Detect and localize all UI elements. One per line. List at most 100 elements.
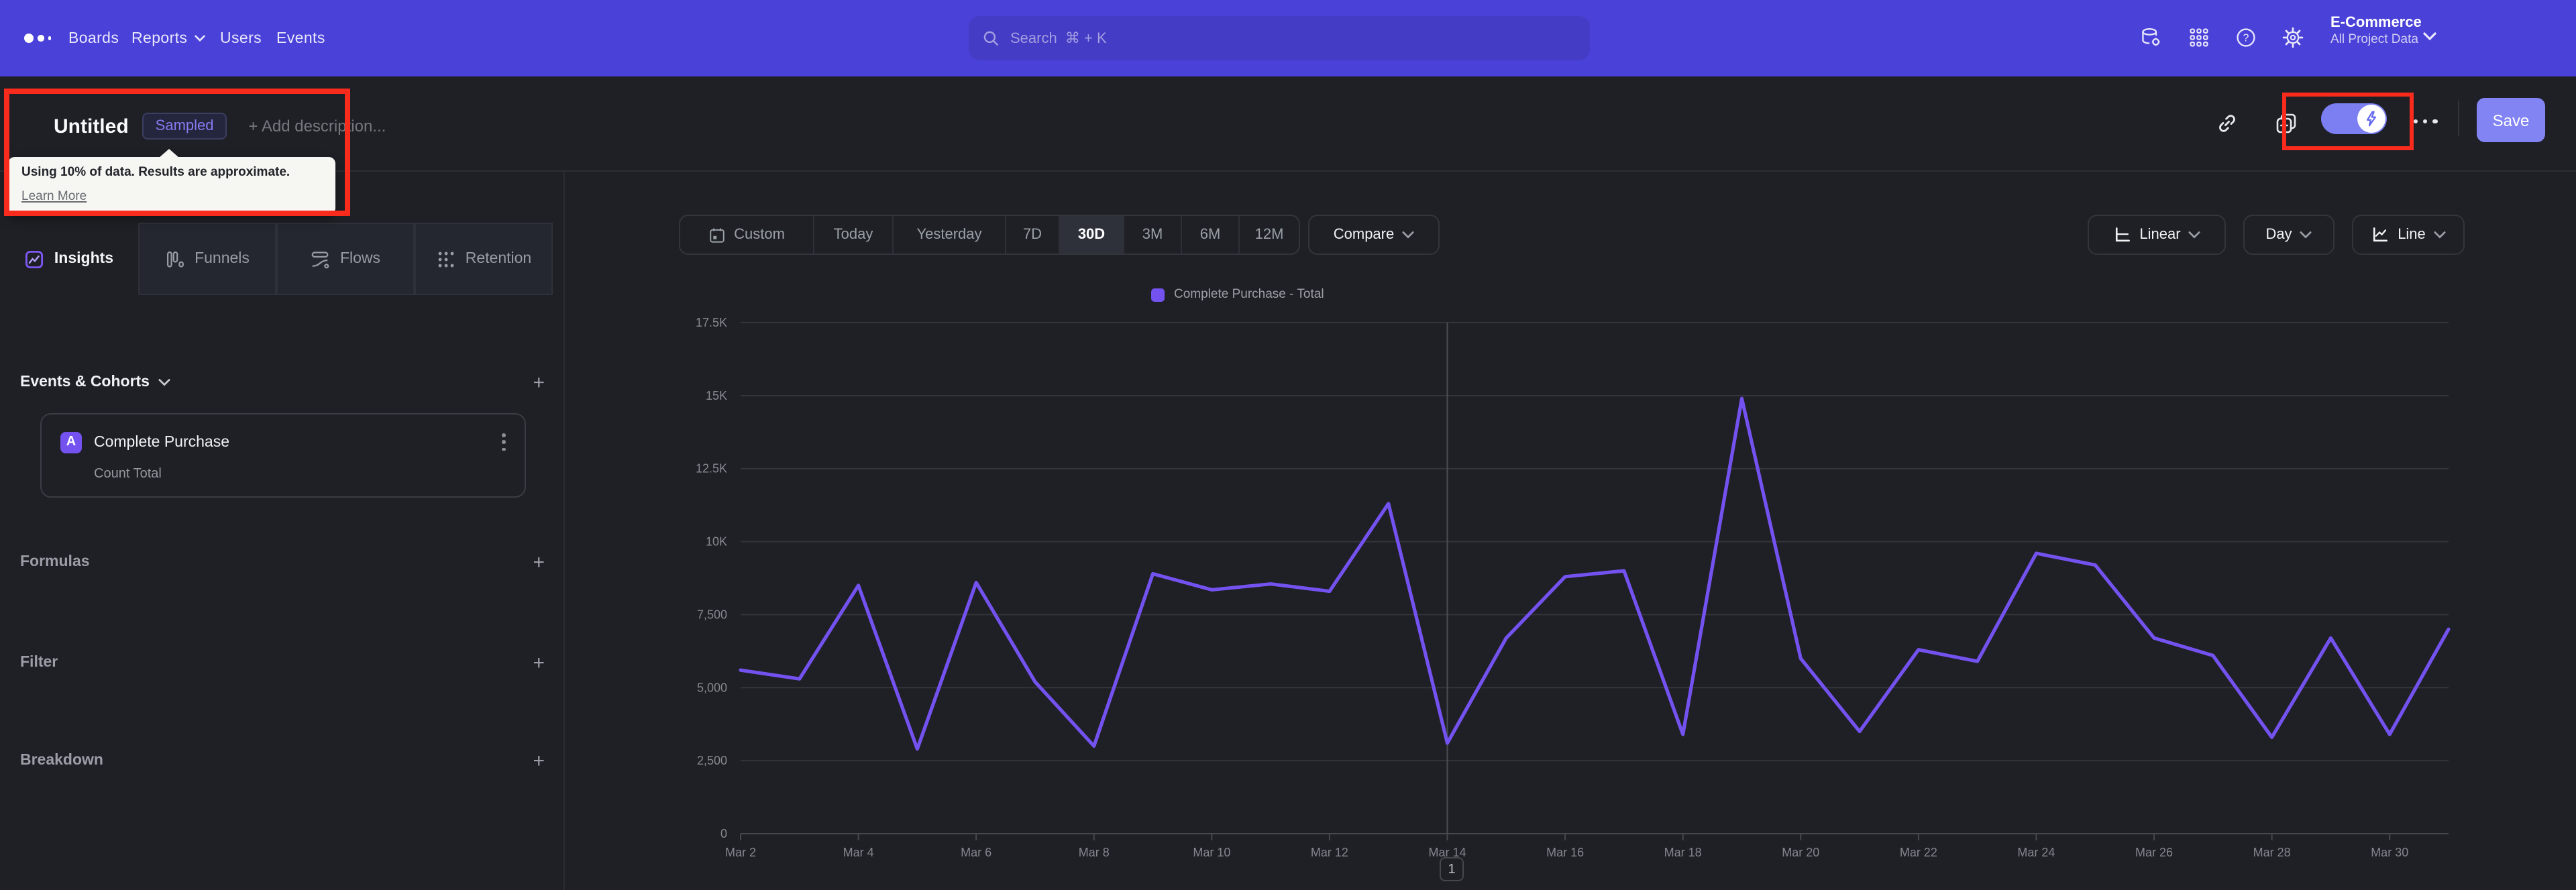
chart-panel: Custom Today Yesterday 7D 30D 3M 6M 12M … bbox=[565, 172, 2576, 890]
apps-grid-icon[interactable] bbox=[2188, 27, 2210, 48]
sampling-tooltip: Using 10% of data. Results are approxima… bbox=[8, 149, 335, 215]
chevron-down-icon bbox=[1402, 231, 1414, 239]
legend-label: Complete Purchase - Total bbox=[1174, 287, 1324, 302]
pagination-page[interactable]: 1 bbox=[1440, 857, 1464, 881]
nav-item-boards[interactable]: Boards bbox=[68, 30, 119, 46]
add-to-board-icon[interactable] bbox=[2275, 113, 2297, 134]
svg-text:10K: 10K bbox=[706, 535, 727, 549]
chevron-down-icon bbox=[2434, 231, 2446, 239]
add-breakdown-button[interactable]: + bbox=[533, 749, 545, 772]
svg-text:Mar 20: Mar 20 bbox=[1782, 846, 1819, 859]
top-nav: Boards Reports Users Events bbox=[0, 0, 2576, 76]
chevron-down-icon bbox=[2189, 231, 2201, 239]
breakdown-section: Breakdown + bbox=[20, 743, 545, 778]
calendar-icon bbox=[710, 227, 724, 242]
event-options-icon[interactable] bbox=[499, 431, 508, 454]
retention-icon bbox=[438, 251, 454, 267]
svg-text:Mar 10: Mar 10 bbox=[1193, 846, 1230, 859]
sampling-toggle[interactable] bbox=[2321, 103, 2387, 134]
date-range-control: Custom Today Yesterday 7D 30D 3M 6M 12M bbox=[679, 215, 1300, 255]
tab-insights[interactable]: Insights bbox=[0, 223, 138, 295]
project-selector[interactable]: E-Commerce All Project Data bbox=[2330, 13, 2422, 48]
svg-text:Mar 18: Mar 18 bbox=[1664, 846, 1702, 859]
event-metric[interactable]: Count Total bbox=[94, 467, 162, 482]
mixpanel-logo[interactable] bbox=[24, 0, 51, 76]
legend-item[interactable]: Complete Purchase - Total bbox=[1151, 287, 1324, 302]
add-filter-button[interactable]: + bbox=[533, 651, 545, 674]
tab-retention[interactable]: Retention bbox=[415, 223, 553, 295]
content-area: Insights Funnels bbox=[0, 172, 2576, 890]
more-options-icon[interactable] bbox=[2414, 119, 2438, 124]
svg-text:Mar 8: Mar 8 bbox=[1079, 846, 1110, 859]
chevron-down-icon bbox=[158, 379, 170, 386]
add-description-field[interactable]: + Add description... bbox=[248, 117, 386, 135]
line-chart-icon bbox=[2373, 227, 2388, 242]
help-icon[interactable]: ? bbox=[2235, 27, 2257, 48]
svg-text:Mar 26: Mar 26 bbox=[2135, 846, 2173, 859]
svg-text:7,500: 7,500 bbox=[697, 608, 727, 621]
range-12m[interactable]: 12M bbox=[1254, 227, 1284, 243]
linear-axis-icon bbox=[2115, 227, 2130, 242]
interval-dropdown[interactable]: Day bbox=[2243, 215, 2334, 255]
events-cohorts-header: Events & Cohorts + bbox=[20, 365, 545, 400]
events-cohorts-label[interactable]: Events & Cohorts bbox=[20, 374, 170, 390]
chart-type-dropdown[interactable]: Line bbox=[2352, 215, 2465, 255]
svg-text:Mar 12: Mar 12 bbox=[1311, 846, 1348, 859]
add-event-button[interactable]: + bbox=[533, 371, 545, 394]
formulas-section: Formulas + bbox=[20, 545, 545, 579]
tooltip-learn-more-link[interactable]: Learn More bbox=[21, 189, 87, 205]
project-name: E-Commerce bbox=[2330, 15, 2422, 31]
filter-section: Filter + bbox=[20, 645, 545, 680]
svg-text:15K: 15K bbox=[706, 389, 727, 402]
chevron-down-icon bbox=[2300, 231, 2312, 239]
formulas-label: Formulas bbox=[20, 554, 90, 570]
tab-flows[interactable]: Flows bbox=[276, 223, 415, 295]
range-30d[interactable]: 30D bbox=[1060, 216, 1124, 254]
tooltip-text: Using 10% of data. Results are approxima… bbox=[21, 165, 290, 180]
event-card[interactable]: A Complete Purchase Count Total bbox=[40, 413, 526, 498]
tab-funnels[interactable]: Funnels bbox=[138, 223, 276, 295]
svg-text:0: 0 bbox=[720, 827, 727, 840]
report-tabs: Insights Funnels bbox=[0, 223, 565, 295]
copy-link-icon[interactable] bbox=[2216, 113, 2238, 134]
nav-item-events[interactable]: Events bbox=[276, 30, 325, 46]
chevron-down-icon bbox=[194, 35, 205, 42]
range-custom[interactable]: Custom bbox=[680, 216, 814, 254]
report-title-bar: Untitled Sampled + Add description... bbox=[0, 76, 2576, 172]
svg-text:Mar 2: Mar 2 bbox=[725, 846, 756, 859]
funnels-icon bbox=[167, 251, 184, 267]
search-input[interactable] bbox=[969, 16, 1590, 60]
nav-item-reports[interactable]: Reports bbox=[131, 0, 205, 76]
range-7d[interactable]: 7D bbox=[1006, 216, 1060, 254]
svg-text:Mar 28: Mar 28 bbox=[2253, 846, 2291, 859]
svg-text:12.5K: 12.5K bbox=[696, 462, 727, 476]
range-today[interactable]: Today bbox=[814, 216, 894, 254]
compare-button[interactable]: Compare bbox=[1308, 215, 1440, 255]
query-sidebar: Insights Funnels bbox=[0, 172, 565, 890]
logo-dots-icon bbox=[24, 34, 51, 43]
lightning-bolt-icon bbox=[2366, 111, 2377, 127]
breakdown-label: Breakdown bbox=[20, 753, 103, 769]
scale-dropdown[interactable]: Linear bbox=[2088, 215, 2226, 255]
svg-text:Mar 16: Mar 16 bbox=[1546, 846, 1584, 859]
range-yesterday[interactable]: Yesterday bbox=[894, 216, 1006, 254]
legend-swatch bbox=[1151, 288, 1165, 301]
settings-gear-icon[interactable] bbox=[2282, 27, 2304, 48]
svg-text:Mar 22: Mar 22 bbox=[1900, 846, 1937, 859]
save-button[interactable]: Save bbox=[2477, 98, 2545, 142]
search-field[interactable] bbox=[1010, 30, 1576, 46]
svg-text:17.5K: 17.5K bbox=[696, 316, 727, 329]
range-3m[interactable]: 3M bbox=[1124, 216, 1182, 254]
sampled-badge[interactable]: Sampled bbox=[142, 113, 227, 140]
data-management-icon[interactable] bbox=[2140, 27, 2161, 48]
toggle-knob bbox=[2357, 105, 2385, 133]
nav-item-users[interactable]: Users bbox=[220, 30, 262, 46]
add-formula-button[interactable]: + bbox=[533, 551, 545, 573]
range-6m[interactable]: 6M bbox=[1182, 216, 1240, 254]
insights-icon bbox=[25, 249, 44, 268]
event-letter-badge: A bbox=[60, 431, 82, 453]
svg-text:Mar 14: Mar 14 bbox=[1429, 846, 1466, 859]
report-title[interactable]: Untitled bbox=[54, 115, 129, 137]
search-icon bbox=[983, 31, 998, 46]
